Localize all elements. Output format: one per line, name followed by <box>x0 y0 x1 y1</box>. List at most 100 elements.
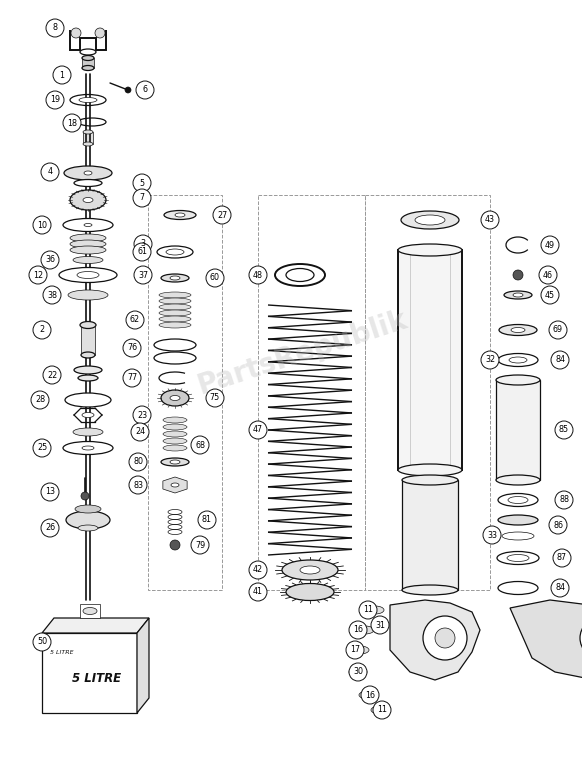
Ellipse shape <box>513 293 523 297</box>
Text: 38: 38 <box>47 290 57 300</box>
Circle shape <box>41 483 59 501</box>
Circle shape <box>63 114 81 132</box>
Ellipse shape <box>81 352 95 358</box>
Text: 68: 68 <box>195 441 205 449</box>
Ellipse shape <box>286 583 334 601</box>
Text: 43: 43 <box>485 215 495 225</box>
Ellipse shape <box>63 218 113 232</box>
Text: 24: 24 <box>135 428 145 436</box>
Text: 11: 11 <box>377 705 387 715</box>
Bar <box>496 380 540 480</box>
Text: 49: 49 <box>545 240 555 250</box>
Ellipse shape <box>80 322 96 329</box>
Text: 3: 3 <box>140 240 146 248</box>
Circle shape <box>249 561 267 579</box>
Text: 28: 28 <box>35 395 45 405</box>
Ellipse shape <box>166 249 184 255</box>
Ellipse shape <box>82 56 94 60</box>
Circle shape <box>373 701 391 719</box>
Text: 18: 18 <box>67 118 77 128</box>
Circle shape <box>191 536 209 554</box>
Text: PartsRepublik: PartsRepublik <box>194 305 411 399</box>
Ellipse shape <box>66 511 110 529</box>
Circle shape <box>555 421 573 439</box>
Ellipse shape <box>163 417 187 423</box>
Circle shape <box>129 476 147 494</box>
Ellipse shape <box>78 525 98 531</box>
Circle shape <box>43 366 61 384</box>
Ellipse shape <box>63 442 113 454</box>
Circle shape <box>513 270 523 280</box>
Ellipse shape <box>401 211 459 229</box>
Ellipse shape <box>65 393 111 407</box>
Text: 17: 17 <box>350 645 360 655</box>
Text: 25: 25 <box>37 443 47 453</box>
Ellipse shape <box>159 316 191 322</box>
Text: 23: 23 <box>137 410 147 420</box>
Ellipse shape <box>402 585 458 595</box>
Circle shape <box>549 321 567 339</box>
Circle shape <box>349 621 367 639</box>
Circle shape <box>481 351 499 369</box>
Circle shape <box>249 266 267 284</box>
Ellipse shape <box>163 431 187 437</box>
Circle shape <box>551 351 569 369</box>
Ellipse shape <box>159 304 191 310</box>
Text: 84: 84 <box>555 583 565 593</box>
Ellipse shape <box>498 582 538 594</box>
Text: 19: 19 <box>50 96 60 104</box>
Circle shape <box>359 601 377 619</box>
Circle shape <box>81 492 89 500</box>
Circle shape <box>71 28 81 38</box>
Ellipse shape <box>74 179 102 186</box>
Ellipse shape <box>154 352 196 364</box>
Text: 88: 88 <box>559 496 569 504</box>
Text: 27: 27 <box>217 211 227 219</box>
Text: 80: 80 <box>133 457 143 467</box>
Ellipse shape <box>164 211 196 219</box>
Ellipse shape <box>74 366 102 374</box>
Ellipse shape <box>282 560 338 580</box>
Text: 62: 62 <box>130 316 140 324</box>
Ellipse shape <box>82 413 94 417</box>
Text: 1: 1 <box>59 70 65 80</box>
Circle shape <box>553 549 571 567</box>
Circle shape <box>33 321 51 339</box>
Ellipse shape <box>78 118 106 126</box>
Circle shape <box>541 286 559 304</box>
Circle shape <box>580 618 582 658</box>
Ellipse shape <box>502 532 534 540</box>
Circle shape <box>126 311 144 329</box>
Text: 16: 16 <box>365 691 375 699</box>
Circle shape <box>136 81 154 99</box>
Ellipse shape <box>68 290 108 300</box>
Circle shape <box>483 526 501 544</box>
Circle shape <box>551 579 569 597</box>
Ellipse shape <box>73 428 103 436</box>
Circle shape <box>481 211 499 229</box>
Circle shape <box>46 91 64 109</box>
Circle shape <box>423 616 467 660</box>
Text: 83: 83 <box>133 481 143 489</box>
Polygon shape <box>390 600 480 680</box>
Circle shape <box>43 286 61 304</box>
Ellipse shape <box>498 493 538 507</box>
Ellipse shape <box>398 244 462 256</box>
Circle shape <box>133 189 151 207</box>
Circle shape <box>198 511 216 529</box>
Polygon shape <box>163 477 187 493</box>
Ellipse shape <box>78 375 98 381</box>
Text: 13: 13 <box>45 488 55 496</box>
Circle shape <box>134 266 152 284</box>
Ellipse shape <box>79 98 97 103</box>
Text: 32: 32 <box>485 355 495 365</box>
Ellipse shape <box>163 438 187 444</box>
Ellipse shape <box>511 327 525 333</box>
Text: 42: 42 <box>253 565 263 575</box>
Text: 76: 76 <box>127 344 137 352</box>
Ellipse shape <box>349 668 367 676</box>
Text: 12: 12 <box>33 270 43 280</box>
Ellipse shape <box>70 246 106 254</box>
Ellipse shape <box>73 257 103 264</box>
Circle shape <box>46 19 64 37</box>
